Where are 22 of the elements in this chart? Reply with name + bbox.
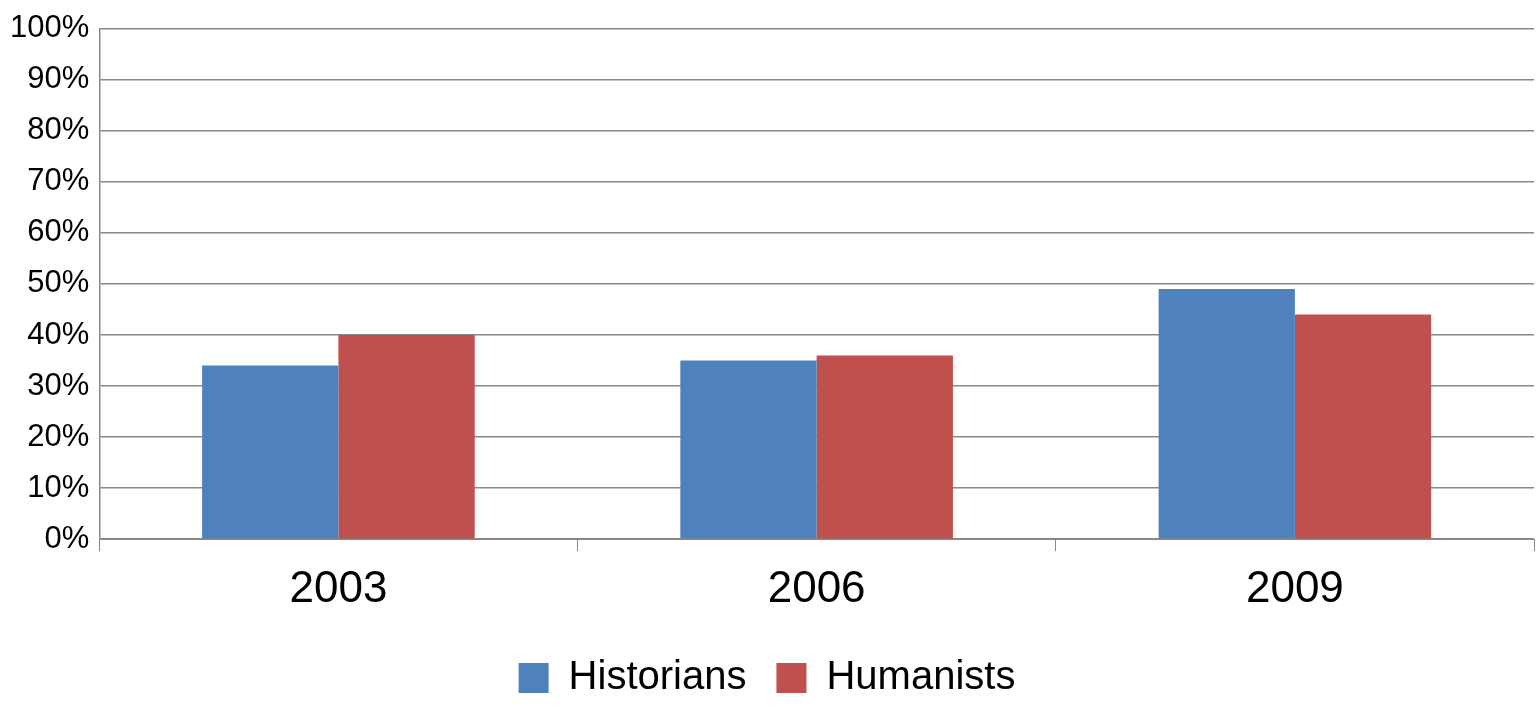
y-tick-label: 10% <box>27 468 90 504</box>
y-tick-label: 0% <box>44 519 90 555</box>
y-tick-label: 20% <box>27 417 90 453</box>
bar <box>680 360 817 539</box>
x-tick-label: 2003 <box>289 561 388 611</box>
y-tick-label: 70% <box>27 162 90 198</box>
y-tick-label: 100% <box>9 9 90 45</box>
bar <box>1294 314 1432 539</box>
y-tick-label: 90% <box>27 60 90 96</box>
y-tick-label: 60% <box>27 213 90 249</box>
y-tick-label: 80% <box>27 111 90 147</box>
bar <box>338 334 475 539</box>
bar <box>1158 289 1295 539</box>
y-tick-label: 40% <box>27 315 90 351</box>
x-tick-label: 2009 <box>1245 561 1344 611</box>
bar <box>816 355 953 539</box>
x-tick-label: 2006 <box>767 561 866 611</box>
bar <box>202 365 339 539</box>
y-tick-label: 50% <box>27 264 90 300</box>
legend-label: Humanists <box>826 653 1016 698</box>
legend-label: Historians <box>568 653 747 698</box>
y-tick-label: 30% <box>27 366 90 402</box>
